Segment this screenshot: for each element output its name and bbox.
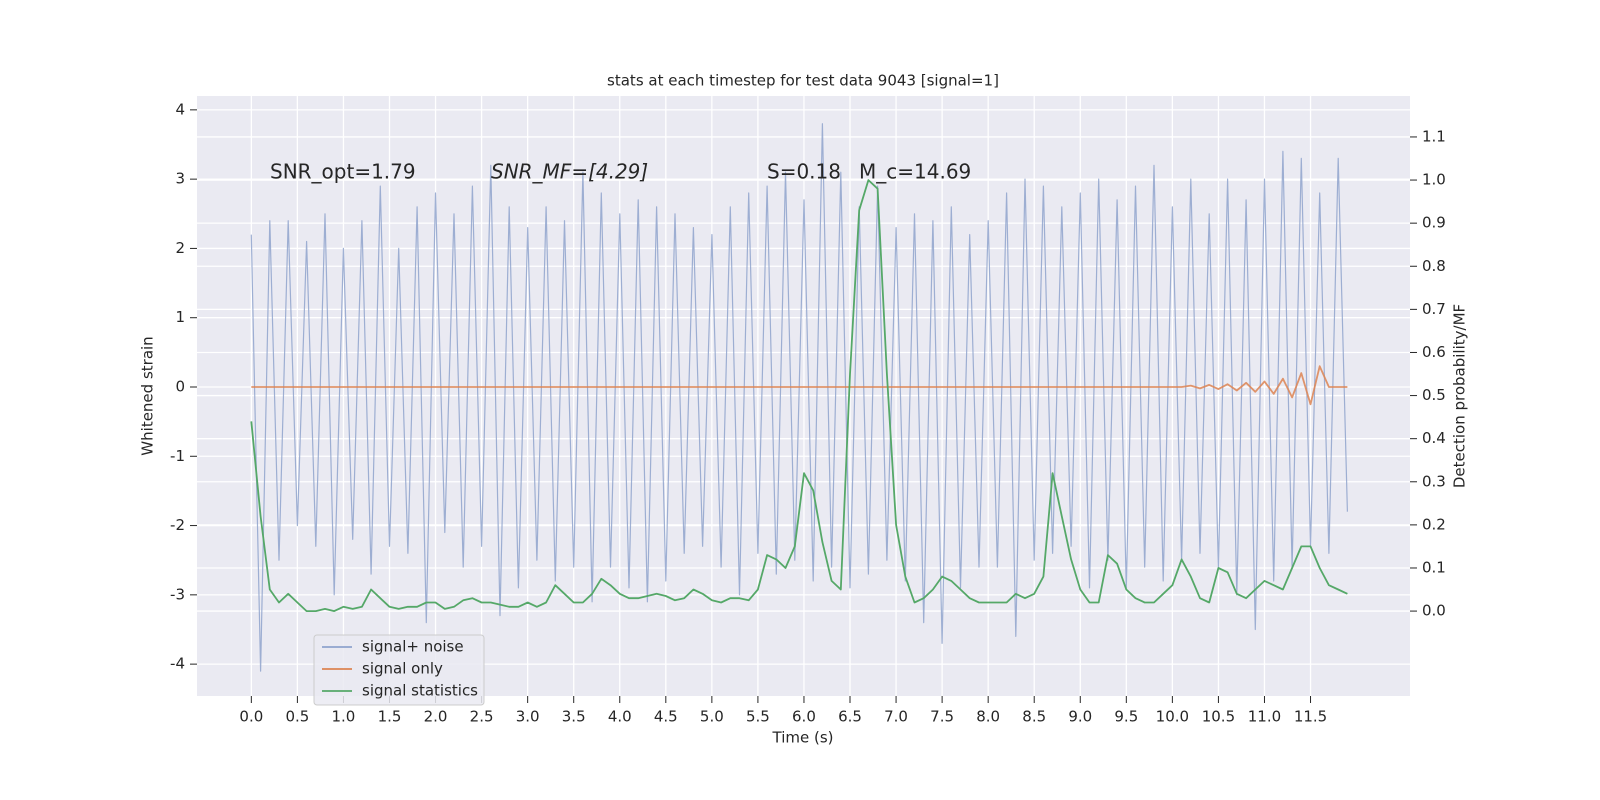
legend-label: signal+ noise: [362, 638, 464, 656]
y2-tick-label: 0.4: [1422, 429, 1446, 447]
x-axis-label: Time (s): [772, 729, 834, 747]
y2-tick-label: 0.9: [1422, 214, 1446, 232]
x-tick-label: 9.0: [1068, 708, 1092, 726]
legend-entries: signal+ noise signal only signal statistic…: [322, 638, 478, 700]
x-tick-label: 0.0: [239, 708, 263, 726]
annotation: M_c=14.69: [859, 160, 971, 184]
y-tick-label: 3: [175, 170, 185, 188]
x-tick-label: 0.5: [285, 708, 309, 726]
y-tick-label: -2: [170, 516, 185, 534]
y-tick-label: -1: [170, 447, 185, 465]
chart-title: stats at each timestep for test data 904…: [607, 72, 999, 90]
grid: [197, 96, 1410, 696]
y-tick-label: 4: [175, 100, 185, 118]
legend-label: signal statistics: [362, 682, 478, 700]
y-tick-label: 2: [175, 239, 185, 257]
x-tick-label: 7.0: [884, 708, 908, 726]
legend: [313, 634, 485, 706]
y2-tick-label: 0.3: [1422, 472, 1446, 490]
x-tick-label: 8.0: [976, 708, 1000, 726]
y2-tick-label: 0.7: [1422, 300, 1446, 318]
labels: -4 -3 -2 -1 0 1 2 3 4 0.0 0.1 0.2 0.3 0.4 0.5 0.6 0.7 0.8…: [170, 100, 1446, 725]
x-tick-label: 2.5: [470, 708, 494, 726]
x-tick-label: 1.5: [378, 708, 402, 726]
x-tick-label: 11.5: [1294, 708, 1327, 726]
x-tick-label: 9.5: [1114, 708, 1138, 726]
marks: [250, 123, 1348, 672]
x-tick-label: 10.0: [1156, 708, 1189, 726]
y-axis-label: Whitened strain: [139, 336, 157, 455]
x-tick-label: 3.5: [562, 708, 586, 726]
y-tick-label: -4: [170, 655, 185, 673]
y2-tick-label: 0.8: [1422, 257, 1446, 275]
annotation: S=0.18: [767, 160, 841, 184]
y2-tick-label: 1.0: [1422, 171, 1446, 189]
x-tick-label: 5.5: [746, 708, 770, 726]
x-tick-label: 4.0: [608, 708, 632, 726]
legend-label: signal only: [362, 660, 443, 678]
x-tick-label: 5.0: [700, 708, 724, 726]
x-tick-label: 1.0: [332, 708, 356, 726]
x-tick-label: 7.5: [930, 708, 954, 726]
annotation: SNR_opt=1.79: [270, 160, 416, 184]
x-tick-label: 4.5: [654, 708, 678, 726]
x-tick-label: 11.0: [1248, 708, 1281, 726]
x-tick-label: 6.0: [792, 708, 816, 726]
y2-axis-label: Detection probability/MF: [1451, 304, 1469, 488]
y2-tick-label: 0.5: [1422, 386, 1446, 404]
y2-tick-label: 0.6: [1422, 343, 1446, 361]
y2-tick-label: 0.1: [1422, 558, 1446, 576]
series-line: [250, 179, 1348, 612]
series-line: [250, 123, 1348, 672]
x-tick-label: 3.0: [516, 708, 540, 726]
y-tick-label: -3: [170, 585, 185, 603]
y-tick-label: 0: [175, 377, 185, 395]
y2-tick-label: 0.0: [1422, 602, 1446, 620]
x-tick-label: 8.5: [1022, 708, 1046, 726]
series-line: [251, 365, 1348, 406]
annotation: SNR_MF=[4.29]: [491, 160, 648, 184]
y2-tick-label: 0.2: [1422, 515, 1446, 533]
x-tick-label: 2.0: [424, 708, 448, 726]
x-tick-label: 6.5: [838, 708, 862, 726]
x-tick-label: 10.5: [1202, 708, 1235, 726]
y2-tick-label: 1.1: [1422, 127, 1446, 145]
y-tick-label: 1: [175, 308, 185, 326]
